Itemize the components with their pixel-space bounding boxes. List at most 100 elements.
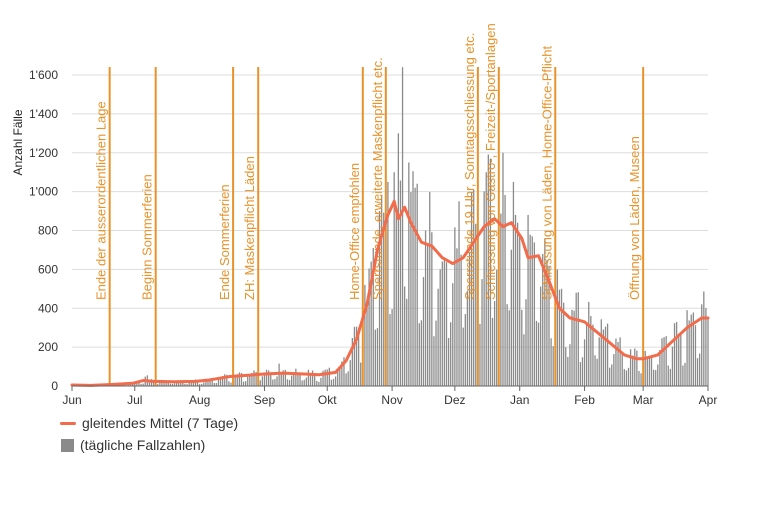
daily-bar [604,326,607,386]
daily-bar [127,384,130,386]
daily-bar [184,383,186,386]
daily-bar [159,382,161,386]
daily-bar [487,154,489,386]
legend-label-mean: gleitendes Mittel (7 Tage) [82,415,239,431]
daily-bar [391,309,393,386]
daily-bar [529,234,531,386]
daily-bar [236,374,238,386]
daily-bar [186,384,188,386]
x-tick-label: Sep [254,393,276,407]
daily-bar [368,268,370,386]
daily-bar [567,356,569,386]
daily-bar [251,372,253,386]
daily-bar [265,369,268,386]
daily-bar [347,371,349,386]
daily-bar [207,380,209,386]
daily-bar [125,384,128,386]
daily-bar [562,302,565,386]
event-label: Beginn Sommerferien [140,174,155,300]
daily-bar [221,376,224,386]
daily-bar [261,376,264,386]
daily-bar [255,371,257,386]
daily-bar [648,357,651,386]
daily-bar [548,265,550,386]
event-label: Home-Office empfohlen [347,163,362,300]
daily-bar [215,383,218,386]
daily-bar [374,329,377,386]
daily-bar [249,374,251,386]
y-tick-label: 1'600 [29,68,58,82]
daily-bar [485,172,487,386]
daily-bar [680,333,682,386]
daily-bar [230,382,232,386]
daily-bar [514,214,517,386]
daily-bar [502,152,504,386]
x-tick-label: Apr [699,393,718,407]
daily-bar [659,350,661,386]
daily-bar [345,373,347,386]
daily-bar [575,292,577,386]
daily-bar [353,326,356,386]
daily-bar [496,269,498,386]
daily-bar [311,370,314,386]
daily-bar [253,370,255,386]
daily-bar [596,358,598,386]
daily-bar [282,370,284,386]
daily-bar [602,329,605,386]
daily-bar [314,372,316,386]
daily-bar [299,373,301,386]
daily-bar [667,365,669,386]
daily-bar [263,372,266,386]
daily-bar [707,316,709,386]
daily-bar [686,310,688,386]
daily-bar [671,346,674,386]
daily-bar [437,288,439,386]
daily-bar [286,379,289,386]
daily-bar [343,357,345,386]
daily-bar [270,372,272,386]
daily-bar [701,304,703,386]
daily-bar [646,356,648,386]
daily-bar [500,213,502,386]
daily-bar [318,381,320,386]
daily-bars [71,67,709,386]
daily-bar [228,381,230,386]
daily-bar [240,373,243,386]
daily-bar [468,252,471,386]
daily-bar [309,373,312,386]
legend-swatch-mean [60,421,76,425]
daily-bar [167,380,169,386]
daily-bar [355,326,358,386]
daily-bar [406,298,408,386]
daily-bar [268,370,270,386]
event-label: Sperrstunde, erweiterte Maskenpflicht et… [370,57,385,300]
daily-bar [422,277,425,386]
daily-bar [573,310,575,386]
daily-bar [615,338,617,386]
daily-bar [512,181,515,386]
daily-bar [508,310,510,386]
daily-bar [360,362,362,386]
daily-bar [247,376,249,386]
daily-bar [301,380,303,386]
daily-bar [372,247,374,386]
event-label: Ende Sommerferien [217,184,232,300]
daily-bar [420,320,423,386]
daily-bar [274,378,276,386]
y-tick-label: 800 [38,224,58,238]
daily-bar [684,362,686,386]
daily-bar [632,355,634,386]
daily-bar [397,133,400,386]
legend-swatch-daily [61,438,74,452]
daily-bar [178,381,180,386]
daily-bar [625,370,628,386]
daily-bar [328,367,330,386]
daily-bar [475,223,477,386]
daily-bar [259,380,261,386]
y-tick-label: 1'400 [29,107,58,121]
daily-bar [219,376,222,386]
daily-bar [569,344,571,386]
daily-bar [439,269,441,386]
daily-bar [510,249,512,386]
